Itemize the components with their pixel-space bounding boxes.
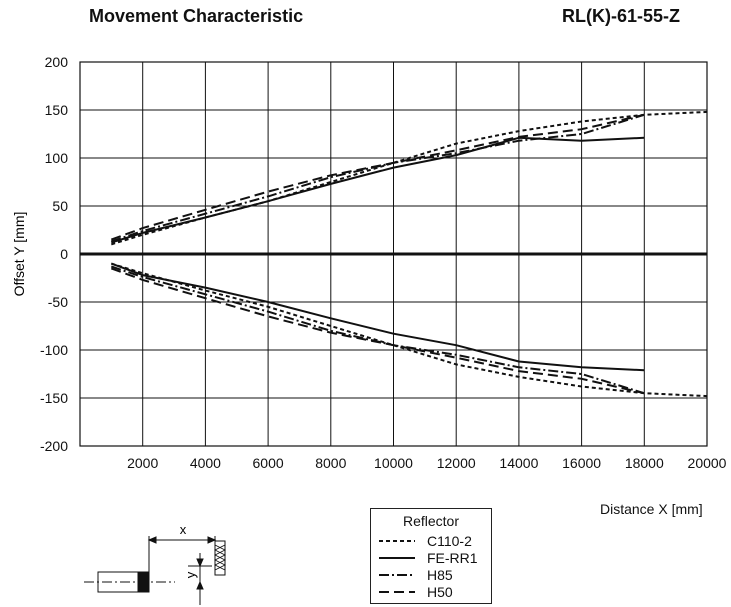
axes (79, 61, 708, 447)
y-arrow-top (196, 558, 204, 568)
sensor-lens (137, 571, 150, 593)
legend-label: FE-RR1 (427, 550, 478, 566)
legend-item-h85: H85 (377, 567, 487, 583)
legend-label: C110-2 (427, 533, 472, 549)
series-line-c110-2-upper (111, 110, 708, 246)
x-tick-label: 20000 (688, 455, 727, 471)
x-dimension-label: x (180, 522, 187, 537)
x-tick-label: 2000 (127, 455, 158, 471)
legend-title: Reflector (402, 513, 460, 529)
series-line-fe-rr1-lower (110, 262, 645, 372)
plot-frame (79, 61, 708, 447)
legend-item-h50: H50 (377, 584, 487, 600)
reflector-pattern (214, 544, 226, 571)
series-line-h50-upper (110, 113, 645, 241)
chart-title: Movement Characteristic (89, 6, 304, 26)
tick-labels: 2000 4000 6000 8000 10000 12000 14000 16000 1800… (40, 54, 727, 471)
y-tick-label: -200 (40, 438, 68, 454)
model-label: RL(K)-61-55-Z (562, 6, 681, 26)
y-tick-label: 100 (45, 150, 69, 166)
x-tick-label: 12000 (437, 455, 476, 471)
y-tick-label: 0 (60, 246, 68, 262)
x-tick-label: 8000 (315, 455, 346, 471)
legend-item-fe-rr1: FE-RR1 (377, 550, 487, 566)
y-tick-label: 150 (45, 102, 69, 118)
legend-item-c110-2: C110-2 (377, 533, 487, 549)
legend-label: H85 (427, 567, 453, 583)
y-tick-label: -100 (40, 342, 68, 358)
y-tick-label: -150 (40, 390, 68, 406)
series-line-h50-lower (110, 267, 645, 395)
x-tick-label: 14000 (499, 455, 538, 471)
x-arrow-left (147, 536, 157, 544)
y-arrow-bottom (196, 580, 204, 590)
reflector-icon (214, 540, 226, 576)
y-axis-label: Offset Y [mm] (11, 212, 27, 297)
series-lines (110, 110, 708, 398)
x-axis-label: Distance X [mm] (600, 501, 703, 517)
series-line-h85-upper (110, 113, 645, 243)
y-tick-label: -50 (48, 294, 68, 310)
y-tick-label: 200 (45, 54, 69, 70)
legend-label: H50 (427, 584, 453, 600)
x-tick-label: 6000 (253, 455, 284, 471)
sensor-schematic (84, 536, 226, 605)
grid (80, 61, 708, 447)
x-arrow-right (207, 536, 217, 544)
y-tick-label: 50 (52, 198, 68, 214)
x-tick-label: 16000 (562, 455, 601, 471)
legend: Reflector C110-2 FE-RR1 H85 H50 (370, 508, 492, 604)
series-line-fe-rr1-upper (111, 136, 645, 244)
y-dimension-label: y (183, 571, 198, 578)
series-line-c110-2-lower (111, 262, 708, 398)
x-tick-label: 10000 (374, 455, 413, 471)
x-tick-label: 18000 (625, 455, 664, 471)
x-tick-label: 4000 (190, 455, 221, 471)
